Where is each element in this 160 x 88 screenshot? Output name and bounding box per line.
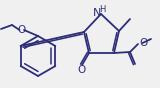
Text: O: O <box>139 37 147 48</box>
Text: N: N <box>93 8 101 18</box>
Text: O: O <box>77 65 85 75</box>
Text: O: O <box>18 25 26 35</box>
Text: H: H <box>99 4 105 13</box>
